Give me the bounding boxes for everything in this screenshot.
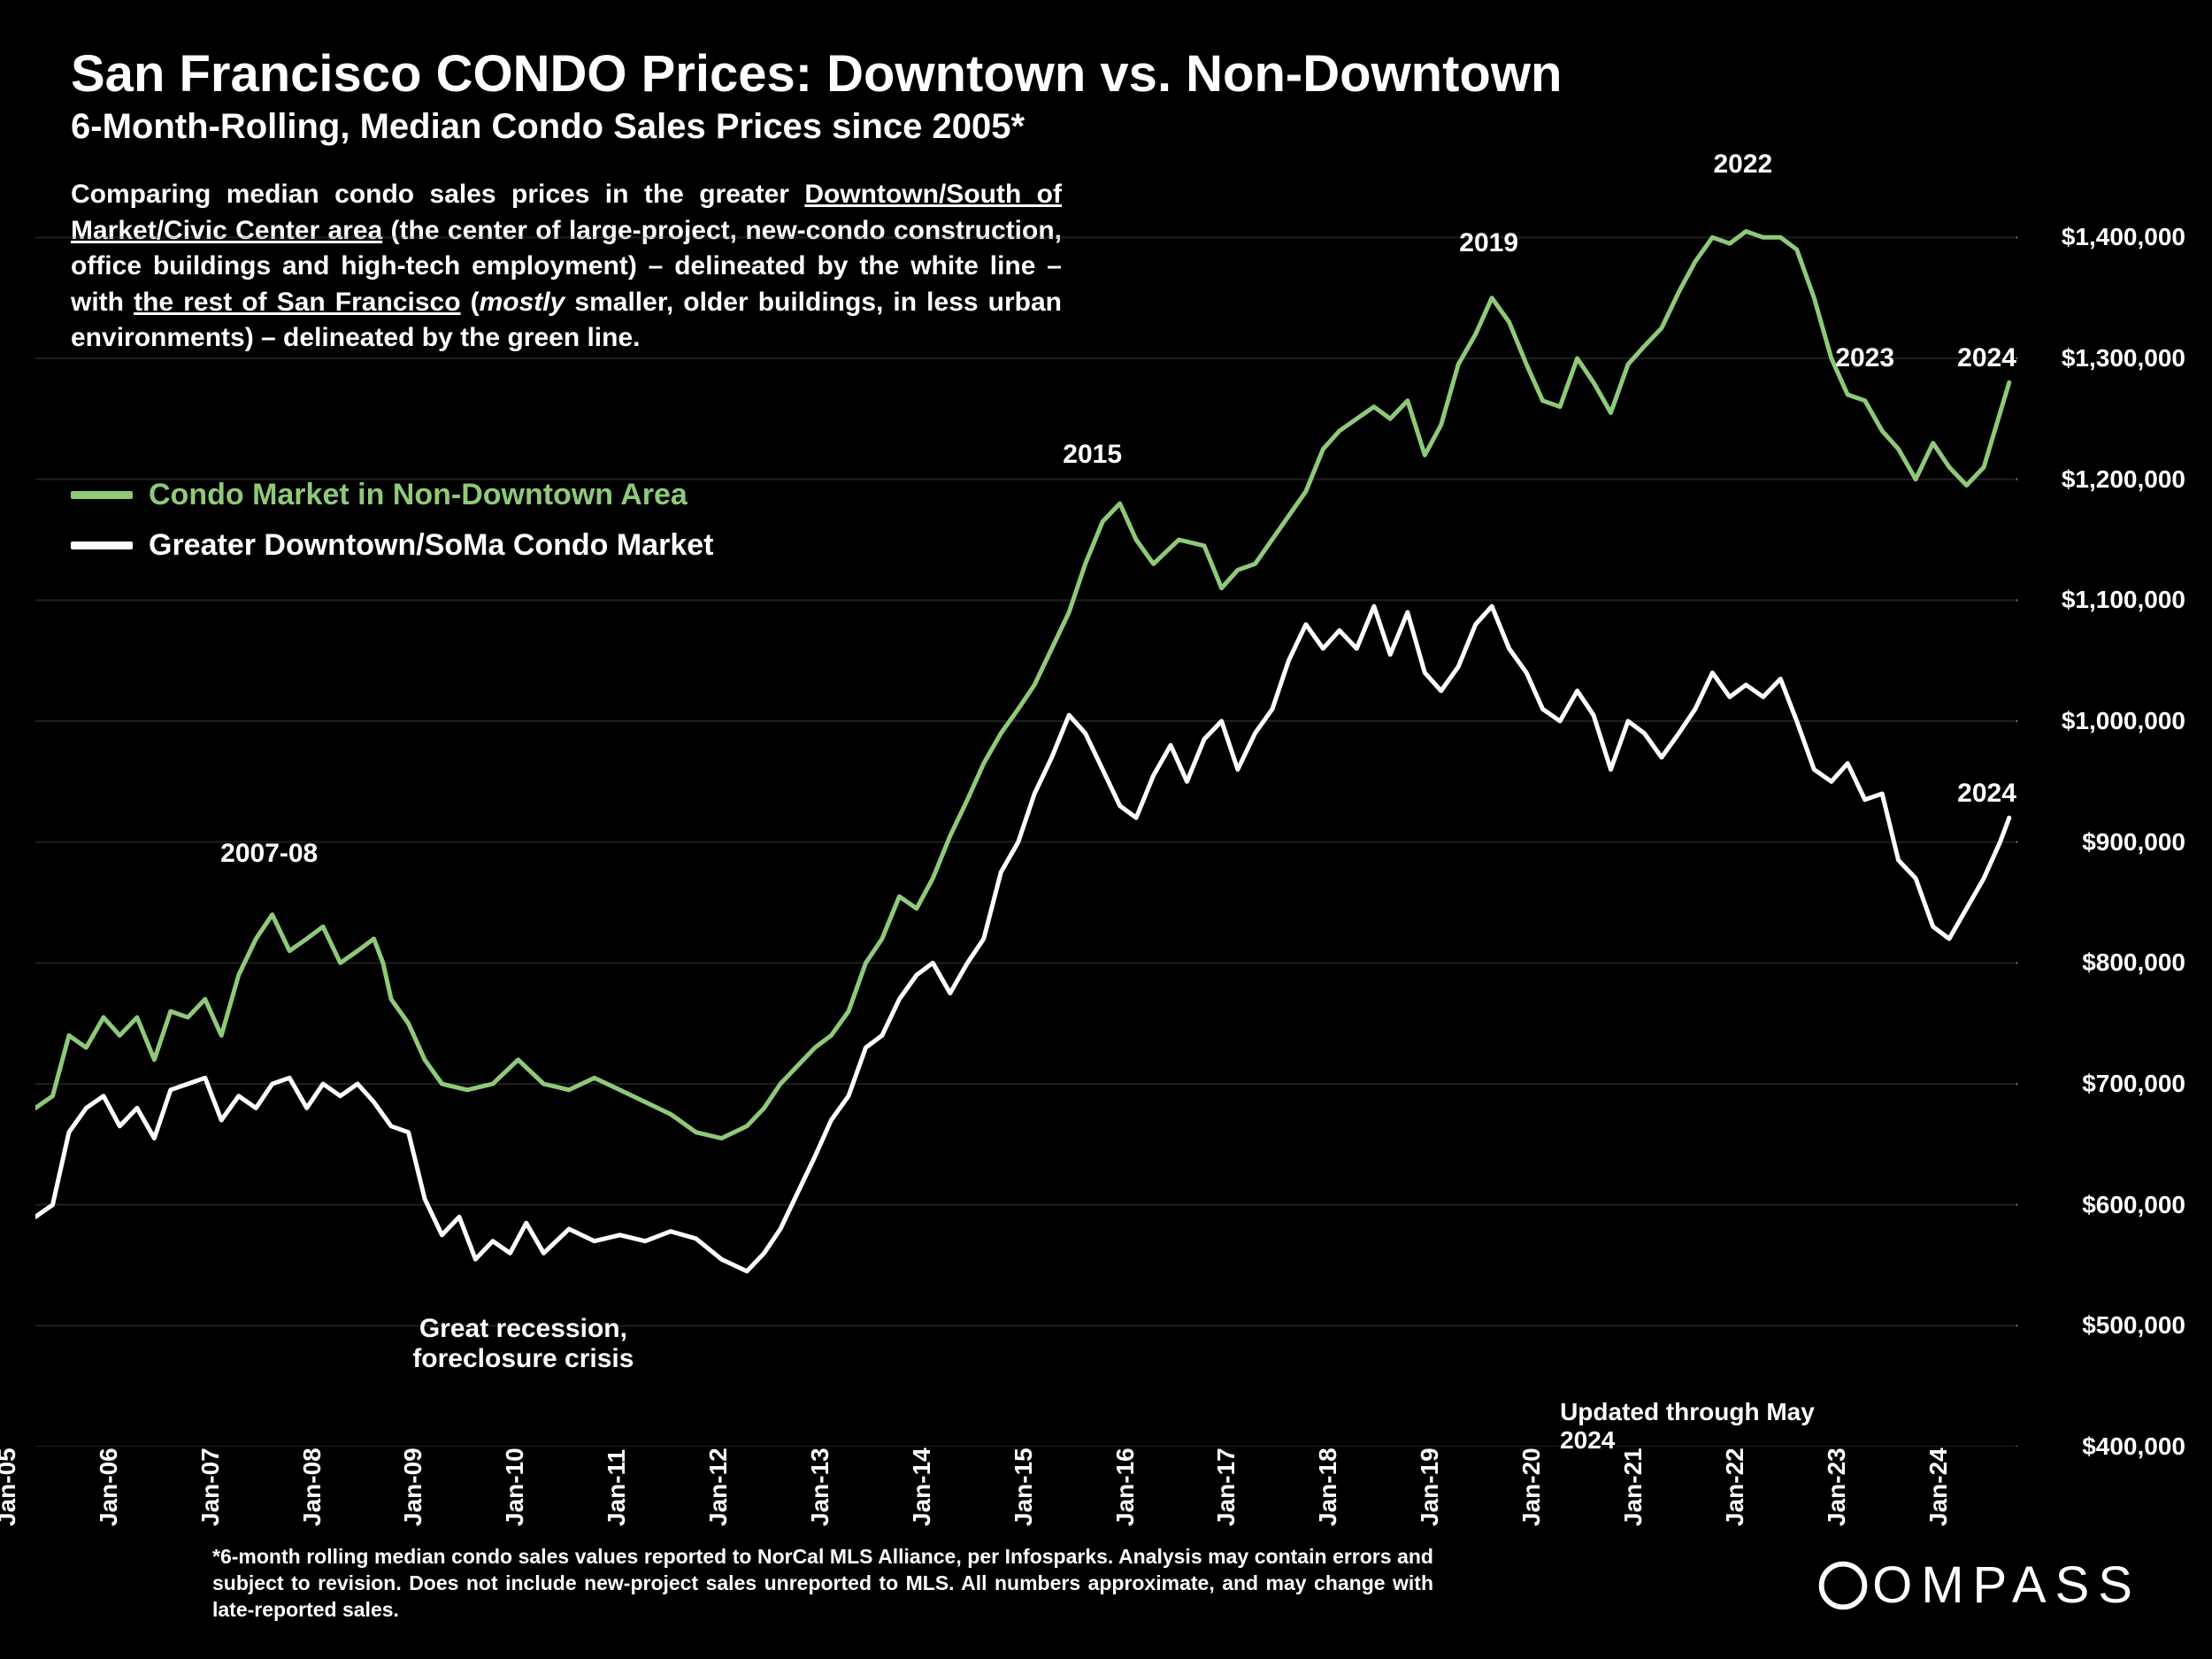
y-axis: $400,000$500,000$600,000$700,000$800,000… [2017,177,2185,1447]
y-tick-label: $1,300,000 [2062,344,2185,373]
chart-subtitle: 6-Month-Rolling, Median Condo Sales Pric… [71,107,2159,147]
x-tick-label: Jan-23 [1823,1448,1851,1526]
x-tick-label: Jan-17 [1212,1448,1240,1526]
x-tick-label: Jan-21 [1619,1448,1647,1526]
y-tick-label: $500,000 [2082,1311,2185,1340]
y-tick-label: $1,000,000 [2062,707,2185,735]
chart-annotation: Great recession,foreclosure crisis [412,1314,634,1374]
chart-annotation: 2024 [1957,343,2016,373]
compass-icon [1817,1560,1869,1611]
x-tick-label: Jan-22 [1721,1448,1749,1526]
x-tick-label: Jan-20 [1517,1448,1546,1526]
y-tick-label: $900,000 [2082,828,2185,856]
chart-title: San Francisco CONDO Prices: Downtown vs.… [71,44,2159,104]
chart-footnote: *6-month rolling median condo sales valu… [212,1544,1433,1624]
chart-annotation: 2022 [1713,150,1772,180]
y-tick-label: $400,000 [2082,1432,2185,1461]
x-tick-label: Jan-19 [1416,1448,1444,1526]
x-tick-label: Jan-06 [95,1448,123,1526]
x-tick-label: Jan-10 [501,1448,529,1526]
y-tick-label: $600,000 [2082,1191,2185,1219]
chart-annotation: 2023 [1835,343,1894,373]
x-tick-label: Jan-12 [704,1448,733,1526]
x-tick-label: Jan-05 [0,1448,21,1526]
y-tick-label: $1,200,000 [2062,465,2185,494]
x-tick-label: Jan-16 [1111,1448,1140,1526]
x-tick-label: Jan-14 [908,1448,936,1526]
x-tick-label: Jan-09 [399,1448,427,1526]
x-tick-label: Jan-24 [1924,1448,1953,1526]
x-tick-label: Jan-11 [603,1449,631,1526]
x-tick-label: Jan-07 [196,1448,225,1526]
brand-logo: OMPASS [1817,1555,2141,1615]
y-tick-label: $700,000 [2082,1070,2185,1098]
x-tick-label: Jan-13 [806,1448,834,1526]
chart-annotation: 2007-08 [220,839,318,869]
y-tick-label: $1,400,000 [2062,223,2185,251]
chart-annotation: 2019 [1459,228,1518,258]
chart-plot-area: 2007-08201520192022202320242024Great rec… [35,177,2017,1447]
chart-annotation: 2024 [1957,779,2016,809]
x-tick-label: Jan-15 [1010,1448,1038,1526]
x-tick-label: Jan-18 [1314,1448,1342,1526]
chart-annotation: 2015 [1063,440,1122,470]
y-tick-label: $800,000 [2082,949,2185,977]
y-tick-label: $1,100,000 [2062,586,2185,614]
x-tick-label: Jan-08 [298,1448,326,1526]
x-axis: Jan-05Jan-06Jan-07Jan-08Jan-09Jan-10Jan-… [35,1447,2017,1526]
